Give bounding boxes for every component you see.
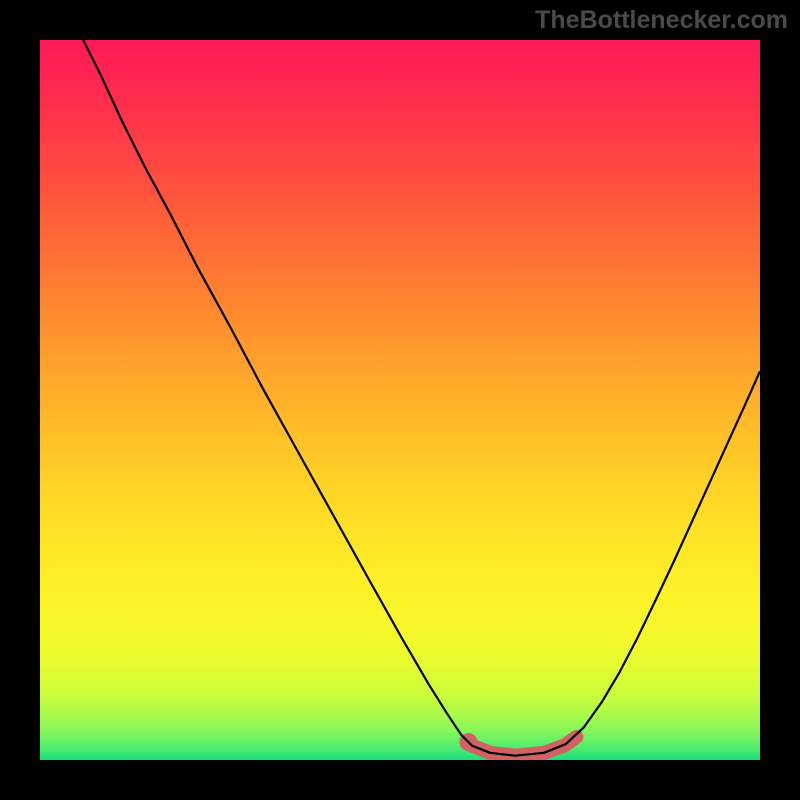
chart-container: TheBottlenecker.com: [0, 0, 800, 800]
plot-area: [40, 40, 760, 760]
plot-svg: [40, 40, 760, 760]
gradient-background: [40, 40, 760, 760]
watermark-text: TheBottlenecker.com: [535, 6, 788, 35]
